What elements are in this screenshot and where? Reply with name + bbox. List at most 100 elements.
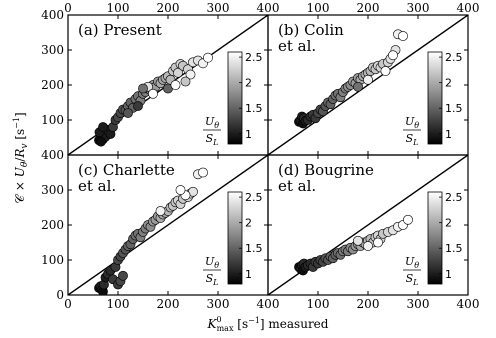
panel-a-point bbox=[170, 80, 181, 90]
x-axis-label: K0 max [s−1] measured bbox=[207, 315, 329, 333]
y-axis-label-r: R bbox=[13, 149, 27, 159]
panel-c-colorbar-bar bbox=[227, 191, 243, 285]
y-axis-label-unit: [s bbox=[13, 129, 27, 144]
panel-a-colorbar-tick-label: 1 bbox=[245, 128, 252, 141]
panel-c-ytick-label: 200 bbox=[41, 218, 64, 232]
panel-d-point bbox=[363, 241, 373, 251]
panel-b-colorbar-label-num: Uθ bbox=[405, 115, 419, 130]
panel-d-colorbar-tick-label: 1.5 bbox=[445, 242, 463, 255]
panel-c-colorbar-tick-label: 1 bbox=[245, 268, 252, 281]
panel-a-colorbar-label-den: SL bbox=[206, 132, 219, 147]
panel-c-point bbox=[118, 270, 128, 281]
panel-b-xtick-label: 400 bbox=[457, 1, 480, 15]
panel-c-point bbox=[155, 206, 166, 216]
panel-a-data bbox=[68, 15, 268, 155]
panel-a-colorbar-label-num: Uθ bbox=[205, 115, 219, 130]
panel-c-data bbox=[68, 155, 268, 295]
panel-c-point bbox=[175, 185, 186, 195]
panel-c-colorbar-label-num: Uθ bbox=[205, 255, 219, 270]
panel-a-point bbox=[96, 136, 106, 147]
panel-c-ytick-label: 0 bbox=[56, 288, 64, 302]
panel-d-xtick-label: 400 bbox=[457, 297, 480, 311]
panel-a-ytick-label: 400 bbox=[41, 8, 64, 22]
panel-a-xtick-label: 400 bbox=[257, 1, 280, 15]
y-axis-label-exp: −1 bbox=[12, 117, 21, 129]
panel-a-point bbox=[133, 101, 143, 111]
panel-c-xtick-label: 200 bbox=[157, 297, 180, 311]
panel-b-xtick-label: 200 bbox=[357, 1, 380, 15]
panel-a-point bbox=[185, 69, 196, 80]
panel-b-point bbox=[380, 66, 391, 76]
x-axis-label-sub: max bbox=[217, 324, 234, 333]
panel-d-colorbar-bar bbox=[427, 191, 443, 285]
panel-c-title: et al. bbox=[78, 177, 116, 195]
panel-b-colorbar-tick-label: 2.5 bbox=[445, 51, 463, 64]
panel-a-ytick-label: 100 bbox=[41, 113, 64, 127]
y-axis-label-prefix: 𝒞 × bbox=[13, 177, 27, 203]
panel-d-xtick-label: 200 bbox=[357, 297, 380, 311]
x-axis-label-k: K bbox=[207, 317, 218, 331]
panel-c-colorbar-label-den: SL bbox=[206, 272, 219, 287]
panel-d-title: (d) Bougrine bbox=[278, 161, 374, 179]
panel-c-colorbar-tick-label: 2.5 bbox=[245, 191, 263, 204]
panel-a-colorbar-tick-label: 2 bbox=[245, 77, 252, 90]
panel-d-point bbox=[403, 214, 413, 225]
panel-a-xtick-label: 300 bbox=[207, 1, 230, 15]
panel-a-colorbar-tick-label: 2.5 bbox=[245, 51, 263, 64]
panel-c-xtick-label: 0 bbox=[64, 297, 72, 311]
panel-b-point bbox=[398, 31, 408, 41]
panel-b-point bbox=[388, 50, 398, 61]
y-axis-label-close: ] bbox=[13, 112, 27, 117]
panel-a-xtick-label: 200 bbox=[157, 1, 180, 15]
panel-c: 0 100 200 300 400 0 100 200 300 400 (c) Charlettee… bbox=[41, 148, 279, 311]
panel-c-xtick-label: 300 bbox=[207, 297, 230, 311]
panel-c-colorbar-tick-label: 2 bbox=[245, 217, 252, 230]
panel-a-ytick-label: 200 bbox=[41, 78, 64, 92]
panel-a-xtick-label: 0 bbox=[64, 1, 72, 15]
panel-a-point bbox=[138, 83, 148, 94]
panel-a-title: (a) Present bbox=[78, 21, 162, 39]
y-axis-label-slash: / bbox=[13, 157, 27, 162]
panel-c-title: (c) Charlette bbox=[78, 161, 175, 179]
panel-c-ytick-label: 400 bbox=[41, 148, 64, 162]
panel-b-colorbar-bar bbox=[427, 51, 443, 145]
panel-d-colorbar-tick-label: 1 bbox=[445, 268, 452, 281]
y-axis-label: 𝒞 × Uθ/Rv [s−1] bbox=[12, 112, 30, 203]
panel-d-xtick-label: 300 bbox=[407, 297, 430, 311]
y-axis-label-theta: θ bbox=[20, 161, 30, 167]
panel-b-reference-line bbox=[268, 15, 468, 155]
panel-d-title: et al. bbox=[278, 177, 316, 195]
panel-b-point bbox=[363, 74, 373, 85]
panel-b-data bbox=[268, 15, 468, 155]
panel-d-colorbar-label-num: Uθ bbox=[405, 255, 419, 270]
panel-b-title: et al. bbox=[278, 37, 316, 55]
panel-c-xtick-label: 100 bbox=[107, 297, 130, 311]
panel-d-xtick-label: 100 bbox=[307, 297, 330, 311]
panel-b-colorbar: 1 1.5 2 2.5 Uθ SL bbox=[403, 51, 463, 147]
panel-a-point bbox=[203, 52, 213, 63]
panel-b-colorbar-label-den: SL bbox=[406, 132, 419, 147]
panel-a-point bbox=[98, 122, 108, 132]
panel-a-point bbox=[180, 76, 191, 87]
panel-a-xtick-label: 100 bbox=[107, 1, 130, 15]
panel-a-point bbox=[148, 88, 158, 99]
panel-b-colorbar-tick-label: 1 bbox=[445, 128, 452, 141]
panel-c-ytick-label: 300 bbox=[41, 183, 64, 197]
panel-b-title: (b) Colin bbox=[278, 21, 344, 39]
panel-d-colorbar: 1 1.5 2 2.5 Uθ SL bbox=[403, 191, 463, 287]
panel-a-colorbar-tick-label: 1.5 bbox=[245, 102, 263, 115]
panel-a-point bbox=[123, 108, 133, 118]
panel-a-colorbar: 1 1.5 2 2.5 Uθ SL bbox=[203, 51, 263, 147]
x-axis-label-exp: −1 bbox=[248, 316, 260, 325]
panel-b-colorbar-tick-label: 2 bbox=[445, 77, 452, 90]
panel-b-xtick-label: 100 bbox=[307, 1, 330, 15]
y-axis-label-u: U bbox=[13, 166, 27, 177]
panel-a-ytick-label: 300 bbox=[41, 43, 64, 57]
x-axis-label-rest: ] measured bbox=[260, 317, 329, 331]
panel-b-colorbar-tick-label: 1.5 bbox=[445, 102, 463, 115]
panel-c-point bbox=[198, 167, 208, 178]
